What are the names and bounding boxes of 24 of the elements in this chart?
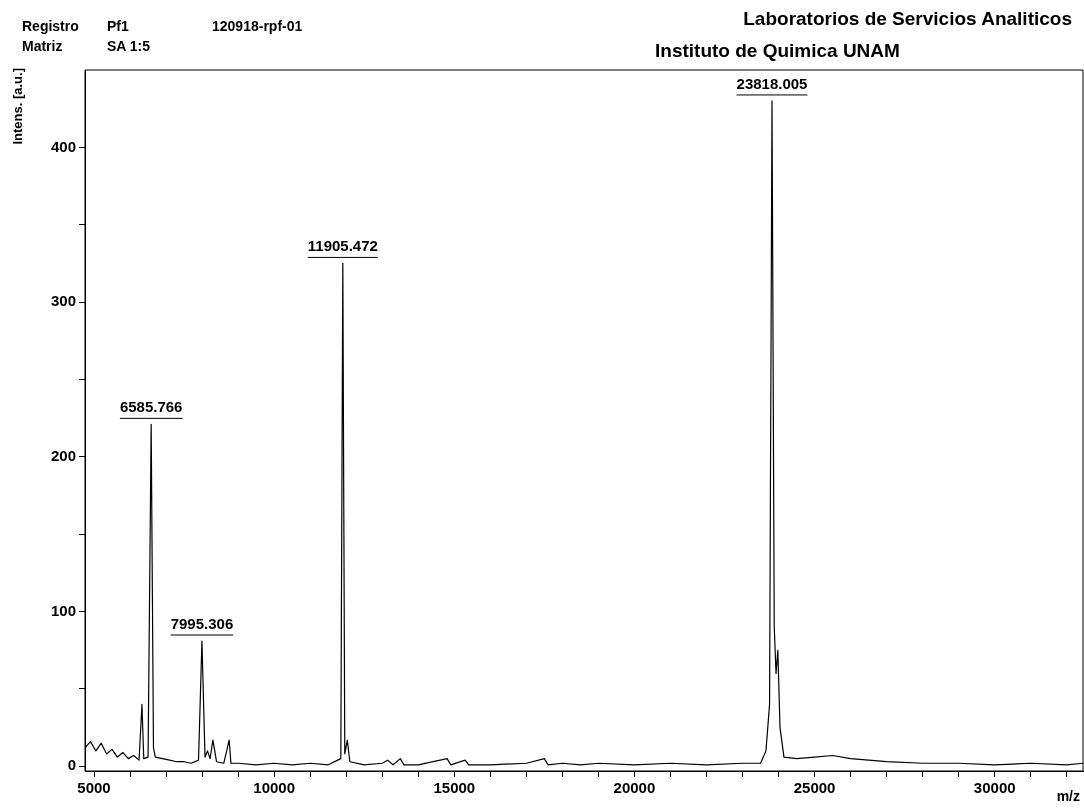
- x-tick-label: 25000: [793, 779, 836, 797]
- y-tick-label: 300: [51, 292, 77, 310]
- text: 120918-rpf-01: [212, 18, 304, 34]
- y-tick-label: 100: [51, 601, 77, 619]
- chart-subtitle: Instituto de Quimica UNAM: [655, 40, 900, 62]
- text: Matriz: [22, 38, 64, 54]
- annotation: 11905.472: [307, 237, 378, 255]
- annotation: 6585.766: [119, 398, 183, 416]
- y-tick-label: 200: [51, 447, 77, 465]
- x-axis-title: m/z: [1056, 788, 1080, 804]
- x-tick-label: 5000: [77, 779, 111, 797]
- y-tick-label: 0: [67, 756, 77, 774]
- x-tick-label: 15000: [433, 779, 476, 797]
- annotation: 7995.306: [170, 614, 234, 632]
- chart-title: Laboratorios de Servicios Analiticos: [743, 8, 1072, 30]
- x-tick-label: 30000: [973, 779, 1016, 797]
- text: Pf1: [107, 18, 130, 34]
- y-tick-label: 400: [51, 137, 77, 155]
- x-tick-label: 20000: [613, 779, 656, 797]
- text: Registro: [22, 18, 80, 34]
- y-axis-title: Intens. [a.u.]: [10, 68, 25, 145]
- text: SA 1:5: [107, 38, 152, 54]
- x-tick-label: 10000: [253, 779, 296, 797]
- annotation: 23818.005: [736, 74, 808, 92]
